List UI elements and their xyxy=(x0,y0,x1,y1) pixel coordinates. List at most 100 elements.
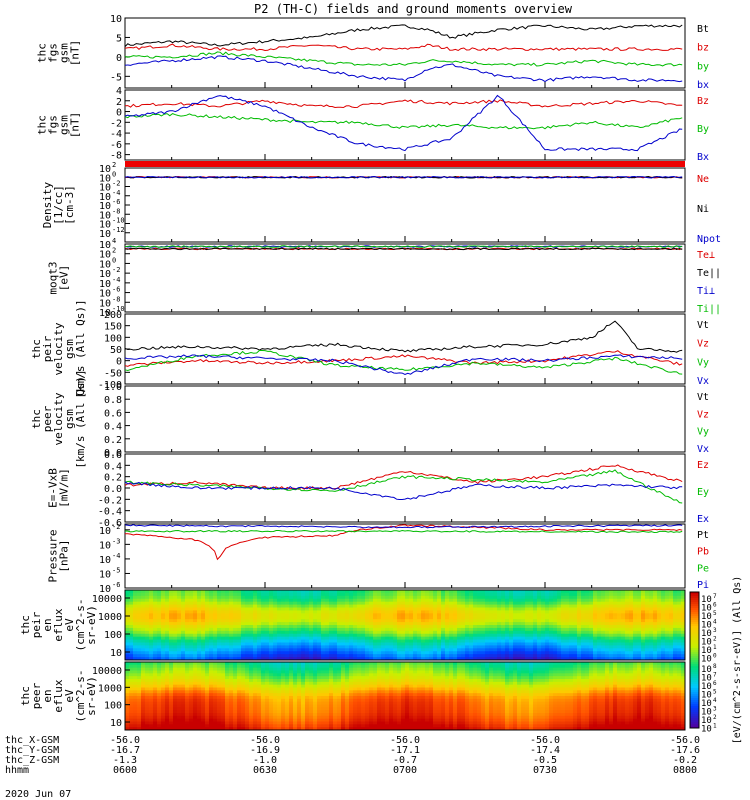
heatmap-cell xyxy=(461,590,466,594)
heatmap-cell xyxy=(213,715,218,720)
heatmap-cell xyxy=(145,698,150,703)
heatmap-cell xyxy=(217,636,222,640)
heatmap-cell xyxy=(313,604,318,608)
heatmap-cell xyxy=(397,613,402,617)
heatmap-cell xyxy=(589,633,594,638)
heatmap-cell xyxy=(165,645,170,649)
heatmap-cell xyxy=(677,630,682,635)
heatmap-cell xyxy=(641,601,646,605)
heatmap-cell xyxy=(185,616,190,620)
heatmap-cell xyxy=(585,622,590,626)
heatmap-cell xyxy=(249,630,254,635)
heatmap-cell xyxy=(617,645,622,649)
heatmap-cell xyxy=(605,598,610,603)
heatmap-cell xyxy=(477,625,482,629)
heatmap-cell xyxy=(249,724,254,728)
heatmap-cell xyxy=(229,676,234,680)
heatmap-cell xyxy=(205,670,210,674)
heatmap-cell xyxy=(309,592,314,597)
heatmap-cell xyxy=(457,616,462,620)
heatmap-cell xyxy=(153,707,158,711)
heatmap-cell xyxy=(589,598,594,603)
heatmap-cell xyxy=(157,607,162,611)
heatmap-cell xyxy=(225,727,230,731)
heatmap-cell xyxy=(277,664,282,669)
heatmap-cell xyxy=(533,645,538,649)
heatmap-cell xyxy=(329,590,334,594)
heatmap-cell xyxy=(177,693,182,697)
heatmap-cell xyxy=(205,595,210,600)
heatmap-cell xyxy=(209,595,214,600)
heatmap-cell xyxy=(125,592,130,597)
heatmap-cell xyxy=(437,601,442,605)
heatmap-cell xyxy=(285,715,290,720)
heatmap-cell xyxy=(617,642,622,646)
heatmap-cell xyxy=(157,636,162,640)
heatmap-cell xyxy=(285,595,290,600)
ytick-label: 10 xyxy=(99,173,111,184)
heatmap-cell xyxy=(481,636,486,640)
heatmap-cell xyxy=(553,654,558,658)
heatmap-cell xyxy=(325,645,330,649)
heatmap-cell xyxy=(221,639,226,643)
heatmap-cell xyxy=(173,633,178,638)
heatmap-cell xyxy=(297,715,302,720)
heatmap-cell xyxy=(597,604,602,608)
heatmap-cell xyxy=(269,721,274,725)
heatmap-cell xyxy=(253,676,258,680)
heatmap-cell xyxy=(541,601,546,605)
heatmap-cell xyxy=(377,622,382,626)
heatmap-cell xyxy=(217,707,222,711)
heatmap-cell xyxy=(477,598,482,603)
heatmap-cell xyxy=(277,645,282,649)
heatmap-cell xyxy=(609,639,614,643)
heatmap-cell xyxy=(421,633,426,638)
heatmap-cell xyxy=(137,642,142,646)
heatmap-cell xyxy=(321,696,326,700)
heatmap-cell xyxy=(625,592,630,597)
heatmap-cell xyxy=(641,642,646,646)
heatmap-cell xyxy=(617,627,622,632)
heatmap-cell xyxy=(437,651,442,655)
heatmap-cell xyxy=(197,693,202,697)
heatmap-cell xyxy=(245,642,250,646)
heatmap-cell xyxy=(237,616,242,620)
heatmap-cell xyxy=(433,601,438,605)
heatmap-cell xyxy=(497,616,502,620)
heatmap-cell xyxy=(345,648,350,652)
heatmap-cell xyxy=(221,654,226,658)
heatmap-cell xyxy=(637,613,642,617)
heatmap-cell xyxy=(233,684,238,688)
heatmap-cell xyxy=(433,633,438,638)
heatmap-cell xyxy=(297,704,302,708)
heatmap-cell xyxy=(145,622,150,626)
heatmap-cell xyxy=(601,639,606,643)
heatmap-cell xyxy=(149,701,154,705)
heatmap-cell xyxy=(361,654,366,658)
heatmap-cell xyxy=(413,625,418,629)
heatmap-cell xyxy=(449,595,454,600)
heatmap-cell xyxy=(337,592,342,597)
heatmap-cell xyxy=(565,595,570,600)
heatmap-cell xyxy=(265,693,270,697)
heatmap-cell xyxy=(373,633,378,638)
heatmap-cell xyxy=(617,592,622,597)
heatmap-cell xyxy=(241,610,246,614)
heatmap-cell xyxy=(325,724,330,728)
heatmap-cell xyxy=(165,673,170,677)
heatmap-cell xyxy=(301,684,306,688)
heatmap-cell xyxy=(229,715,234,720)
heatmap-cell xyxy=(645,604,650,608)
heatmap-cell xyxy=(625,657,630,661)
heatmap-cell xyxy=(321,590,326,594)
heatmap-cell xyxy=(141,707,146,711)
heatmap-cell xyxy=(573,636,578,640)
heatmap-cell xyxy=(325,616,330,620)
heatmap-cell xyxy=(617,639,622,643)
heatmap-cell xyxy=(181,651,186,655)
heatmap-cell xyxy=(177,654,182,658)
heatmap-cell xyxy=(437,657,442,661)
heatmap-cell xyxy=(145,715,150,720)
heatmap-cell xyxy=(441,625,446,629)
heatmap-cell xyxy=(665,595,670,600)
